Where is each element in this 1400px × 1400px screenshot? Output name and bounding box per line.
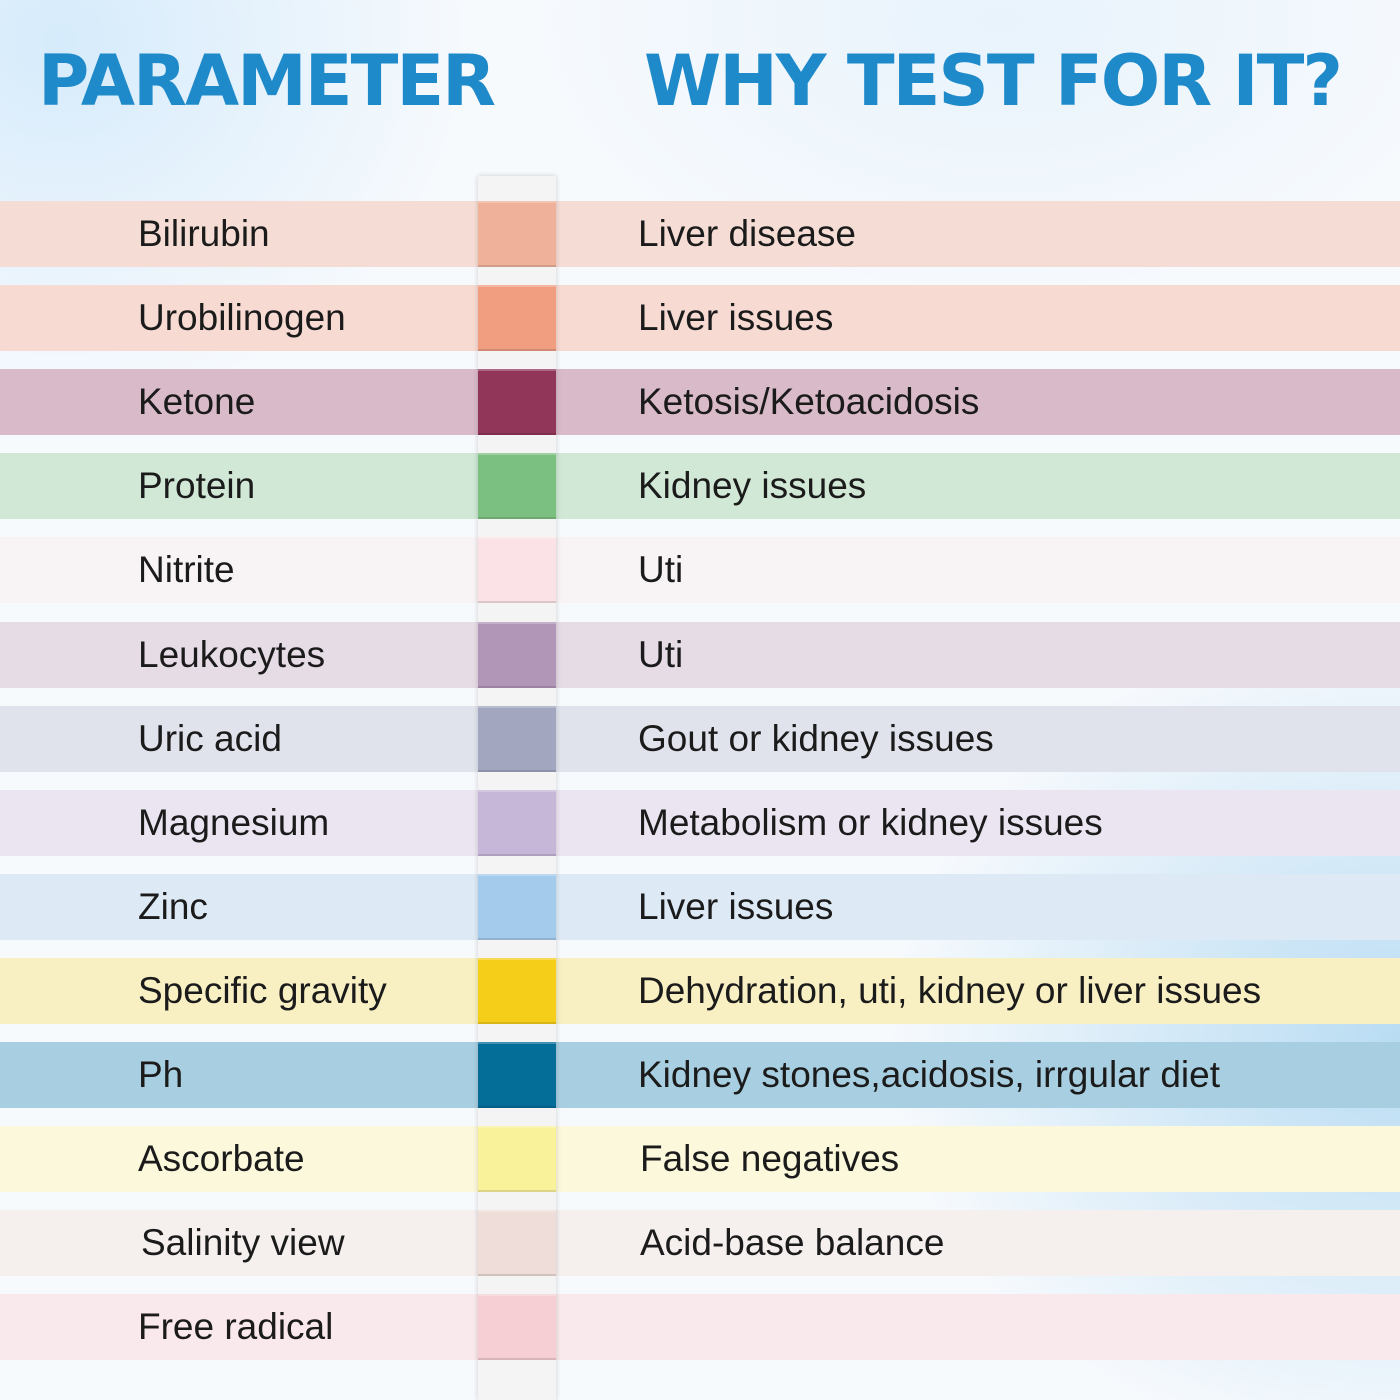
table-row: Ph Kidney stones,acidosis, irrgular diet bbox=[0, 1042, 1400, 1108]
table-row: Bilirubin Liver disease bbox=[0, 201, 1400, 267]
reason-text: Kidney stones,acidosis, irrgular diet bbox=[638, 1054, 1221, 1095]
parameter-label: Salinity view bbox=[141, 1222, 345, 1263]
parameter-label: Ketone bbox=[138, 381, 256, 422]
table-row: Free radical bbox=[0, 1294, 1400, 1360]
parameter-label: Ascorbate bbox=[138, 1138, 305, 1179]
color-pad bbox=[478, 958, 556, 1024]
reason-text: Gout or kidney issues bbox=[638, 718, 994, 759]
parameter-label: Protein bbox=[138, 465, 256, 506]
table-row: Ketone Ketosis/Ketoacidosis bbox=[0, 369, 1400, 435]
reason-text: Uti bbox=[638, 549, 684, 590]
table-row: Uric acid Gout or kidney issues bbox=[0, 706, 1400, 772]
table-row: Zinc Liver issues bbox=[0, 874, 1400, 940]
color-pad bbox=[478, 285, 556, 351]
parameter-label: Nitrite bbox=[138, 549, 235, 590]
parameter-label: Specific gravity bbox=[138, 970, 387, 1011]
reason-text: Dehydration, uti, kidney or liver issues bbox=[638, 970, 1262, 1011]
table-row: Magnesium Metabolism or kidney issues bbox=[0, 790, 1400, 856]
color-pad bbox=[478, 1126, 556, 1192]
color-pad bbox=[478, 622, 556, 688]
color-pad bbox=[478, 1210, 556, 1276]
table-row: Protein Kidney issues bbox=[0, 453, 1400, 519]
reason-text: Liver issues bbox=[638, 886, 834, 927]
color-pad bbox=[478, 369, 556, 435]
color-pad bbox=[478, 453, 556, 519]
table-row: Leukocytes Uti bbox=[0, 622, 1400, 688]
parameter-label: Leukocytes bbox=[138, 634, 326, 675]
parameter-label: Urobilinogen bbox=[138, 297, 346, 338]
color-pad bbox=[478, 1042, 556, 1108]
reason-text: Ketosis/Ketoacidosis bbox=[638, 381, 980, 422]
reason-text: Uti bbox=[638, 634, 684, 675]
parameter-label: Ph bbox=[138, 1054, 184, 1095]
table-row: Salinity view Acid-base balance bbox=[0, 1210, 1400, 1276]
parameter-label: Bilirubin bbox=[138, 213, 270, 254]
reason-text: Metabolism or kidney issues bbox=[638, 802, 1103, 843]
table-row: Urobilinogen Liver issues bbox=[0, 285, 1400, 351]
reason-text: Acid-base balance bbox=[640, 1222, 945, 1263]
reason-text: Kidney issues bbox=[638, 465, 867, 506]
parameter-header: PARAMETER bbox=[38, 40, 496, 122]
color-pad bbox=[478, 537, 556, 603]
table-row: Ascorbate False negatives bbox=[0, 1126, 1400, 1192]
color-pad bbox=[478, 1294, 556, 1360]
reason-text: Liver issues bbox=[638, 297, 834, 338]
parameter-label: Magnesium bbox=[138, 802, 330, 843]
color-pad bbox=[478, 790, 556, 856]
parameter-label: Uric acid bbox=[138, 718, 282, 759]
table-row: Specific gravity Dehydration, uti, kidney… bbox=[0, 958, 1400, 1024]
table-row: Nitrite Uti bbox=[0, 537, 1400, 603]
parameter-label: Free radical bbox=[138, 1306, 334, 1347]
reason-text: False negatives bbox=[640, 1138, 900, 1179]
parameter-label: Zinc bbox=[138, 886, 208, 927]
color-pad bbox=[478, 201, 556, 267]
color-pad bbox=[478, 874, 556, 940]
color-pad bbox=[478, 706, 556, 772]
reason-text: Liver disease bbox=[638, 213, 857, 254]
why-test-header: WHY TEST FOR IT? bbox=[644, 40, 1343, 122]
